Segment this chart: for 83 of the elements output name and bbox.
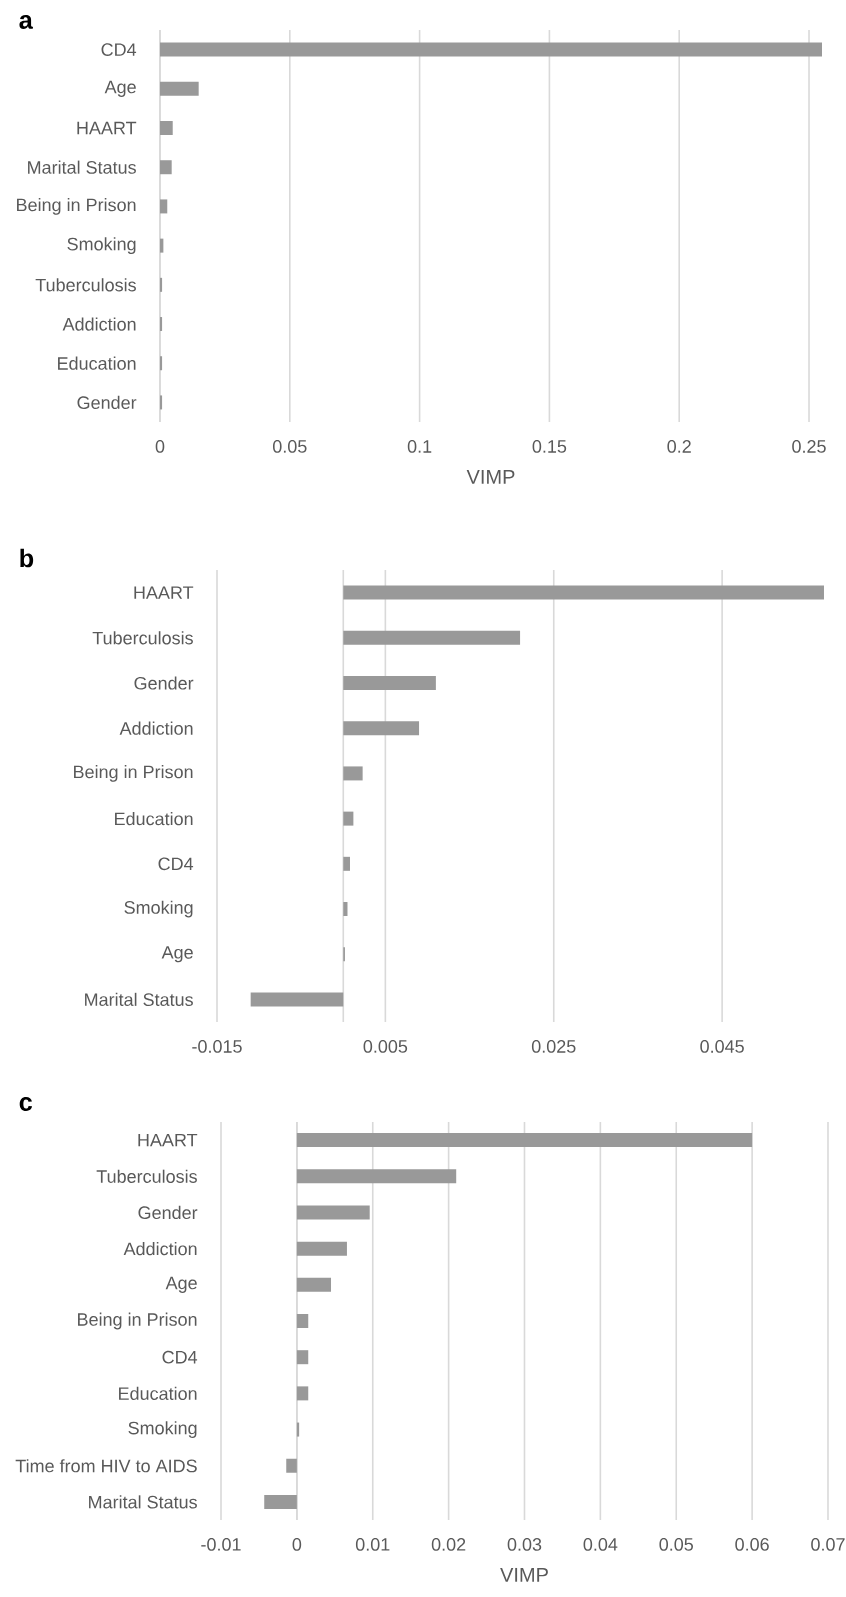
y-tick-label: Education	[119, 1386, 197, 1400]
x-tick-label: 0.2	[667, 440, 691, 453]
x-tick-label: 0.03	[507, 1538, 542, 1551]
bar	[343, 811, 354, 826]
bar	[296, 1133, 753, 1148]
bar	[343, 856, 351, 871]
y-tick-label: HAART	[134, 586, 194, 599]
y-tick-label: Marital Status	[89, 1495, 197, 1509]
bar	[160, 199, 168, 214]
bar	[160, 356, 163, 371]
bar	[160, 277, 163, 292]
y-tick-label: Gender	[134, 676, 194, 690]
bar	[343, 585, 824, 600]
bar	[296, 1205, 370, 1220]
x-tick-label: 0	[292, 1538, 302, 1551]
y-tick-label: Addiction	[123, 1242, 197, 1256]
x-tick-label: 0	[155, 440, 165, 453]
chart-title: c	[19, 1097, 33, 1111]
y-tick-label: Smoking	[128, 1421, 197, 1438]
chart-title: b	[20, 548, 34, 568]
y-tick-label: Education	[58, 356, 136, 370]
y-tick-label: Tuberculosis	[92, 631, 193, 645]
y-tick-label: Smoking	[67, 237, 136, 255]
y-tick-label: Being in Prison	[17, 198, 136, 215]
x-tick-label: 0.06	[735, 1538, 769, 1551]
x-tick-label: 0.07	[811, 1538, 845, 1551]
x-axis-title: VIMP	[500, 1567, 548, 1582]
x-tick-label: 0.005	[363, 1040, 408, 1053]
y-tick-label: Age	[161, 946, 193, 963]
x-tick-label: 0.01	[355, 1538, 390, 1551]
y-tick-label: Marital Status	[28, 160, 136, 174]
x-tick-label: 0.045	[700, 1040, 744, 1053]
x-tick-label: 0.25	[792, 440, 826, 453]
x-tick-label: 0.1	[407, 440, 432, 453]
y-tick-label: Age	[165, 1276, 197, 1293]
x-tick-label: 0.04	[583, 1538, 618, 1551]
y-tick-label: HAART	[77, 121, 137, 135]
y-tick-label: Gender	[77, 395, 137, 410]
y-tick-label: Being in Prison	[78, 1312, 197, 1330]
bar	[296, 1241, 347, 1256]
y-tick-label: Tuberculosis	[96, 1169, 197, 1183]
bar	[286, 1458, 297, 1473]
y-tick-label: CD4	[101, 43, 137, 56]
bar	[160, 81, 199, 96]
bar	[160, 121, 173, 136]
bar	[343, 902, 348, 917]
y-tick-label: Age	[104, 80, 136, 97]
x-tick-label: -0.015	[192, 1040, 242, 1053]
x-tick-label: 0.05	[659, 1538, 694, 1551]
y-tick-label: Addiction	[62, 317, 136, 331]
y-tick-label: Time from HIV to AIDS	[15, 1459, 197, 1473]
y-tick-label: Addiction	[119, 721, 193, 735]
bar	[343, 630, 521, 645]
y-tick-label: Tuberculosis	[35, 278, 136, 292]
bar	[296, 1386, 309, 1401]
bar	[343, 721, 420, 736]
x-tick-label: -0.01	[201, 1538, 241, 1551]
bar	[296, 1277, 332, 1292]
x-axis-title: VIMP	[466, 469, 515, 484]
bar	[343, 766, 363, 781]
chart-title: a	[19, 15, 33, 29]
bar	[160, 42, 822, 57]
x-tick-label: 0.15	[532, 440, 567, 453]
x-tick-label: 0.02	[431, 1538, 466, 1551]
bar	[264, 1494, 297, 1509]
bar	[343, 676, 436, 691]
y-tick-label: Education	[115, 812, 193, 826]
y-tick-label: Gender	[138, 1205, 198, 1220]
x-tick-label: 0.05	[272, 440, 307, 453]
y-tick-label: CD4	[162, 1350, 198, 1364]
bar	[296, 1314, 309, 1329]
bar	[250, 992, 344, 1007]
y-tick-label: CD4	[158, 857, 194, 871]
bar	[160, 395, 163, 410]
bar	[296, 1169, 457, 1184]
x-tick-label: 0.025	[531, 1040, 576, 1053]
y-tick-label: Marital Status	[85, 992, 193, 1007]
y-tick-label: HAART	[138, 1133, 198, 1147]
bar	[296, 1350, 309, 1365]
y-tick-label: Being in Prison	[74, 765, 193, 782]
bar	[160, 160, 172, 175]
y-tick-label: Smoking	[124, 900, 193, 918]
bar	[160, 317, 163, 332]
